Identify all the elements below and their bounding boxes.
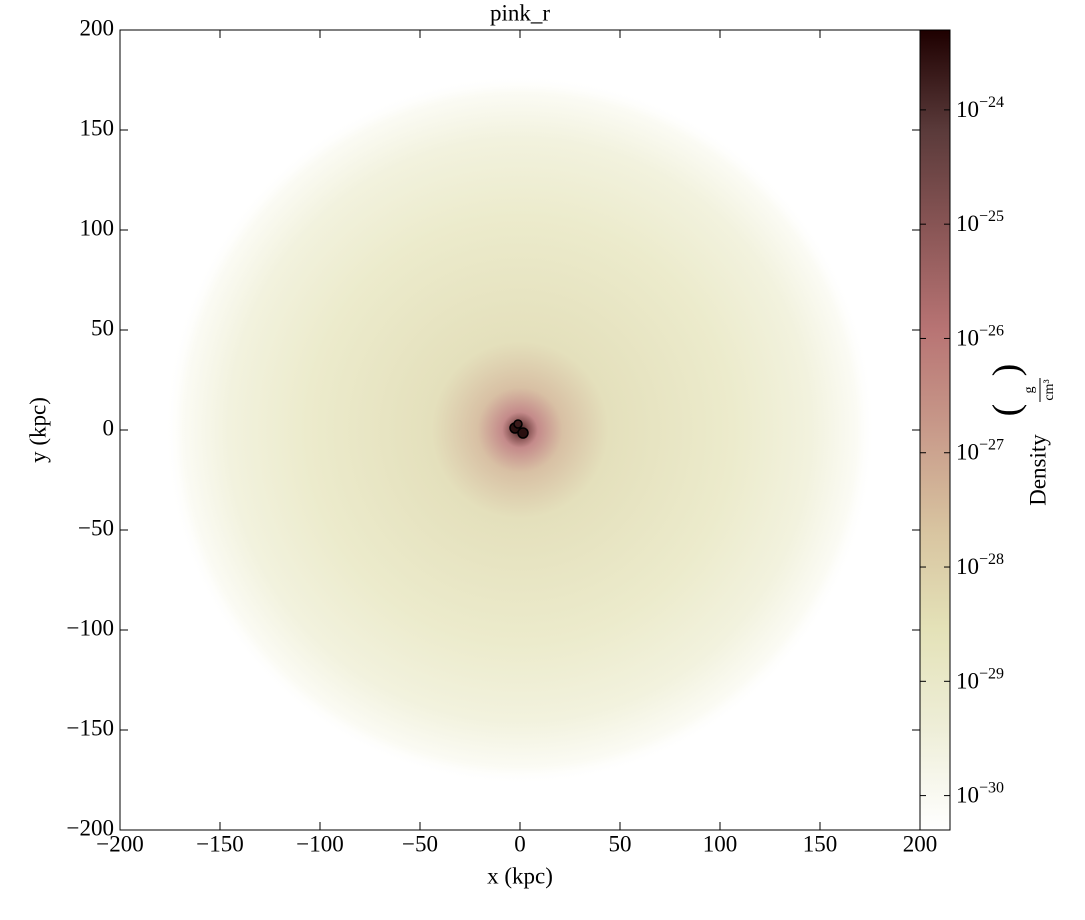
y-tick-label: 100 xyxy=(80,215,115,240)
tick-base: 10 xyxy=(956,440,979,465)
colorbar-tick-label: 10−25 xyxy=(956,208,1004,237)
chart-title: pink_r xyxy=(490,0,550,25)
unit-numerator: g xyxy=(1022,387,1037,394)
x-tick-label: 0 xyxy=(514,831,526,856)
colorbar-label-group: Density ( ) g cm³ xyxy=(986,364,1058,506)
unit-denominator: cm³ xyxy=(1042,379,1057,400)
y-tick-label: 200 xyxy=(80,15,115,40)
tick-exponent: −24 xyxy=(979,94,1004,111)
x-tick-label: 100 xyxy=(703,831,738,856)
x-axis-label: x (kpc) xyxy=(487,863,553,888)
colorbar-tick-label: 10−28 xyxy=(956,551,1004,580)
tick-base: 10 xyxy=(956,211,979,236)
tick-base: 10 xyxy=(956,326,979,351)
y-tick-label: −150 xyxy=(67,715,114,740)
colorbar-tick-label: 10−24 xyxy=(956,94,1004,123)
x-tick-label: −150 xyxy=(196,831,243,856)
x-tick-label: −100 xyxy=(296,831,343,856)
y-tick-label: 50 xyxy=(91,315,114,340)
x-tick-label: 150 xyxy=(803,831,838,856)
tick-base: 10 xyxy=(956,554,979,579)
colorbar xyxy=(919,29,951,831)
y-tick-label: −100 xyxy=(67,615,114,640)
tick-exponent: −30 xyxy=(979,779,1004,796)
core xyxy=(509,419,529,439)
y-tick-label: 150 xyxy=(80,115,115,140)
x-tick-label: 200 xyxy=(903,831,938,856)
tick-exponent: −25 xyxy=(979,208,1004,225)
colorbar-tick-label: 10−26 xyxy=(956,322,1004,351)
y-axis-label: y (kpc) xyxy=(25,397,50,463)
x-tick-label: −50 xyxy=(402,831,438,856)
paren: ( xyxy=(986,404,1028,417)
colorbar-tick-label: 10−27 xyxy=(956,436,1004,465)
colorbar-label: Density xyxy=(1025,434,1050,506)
colorbar-tick-label: 10−30 xyxy=(956,779,1004,808)
tick-base: 10 xyxy=(956,669,979,694)
tick-exponent: −26 xyxy=(979,322,1004,339)
tick-exponent: −29 xyxy=(979,665,1004,682)
colorbar-tick-label: 10−29 xyxy=(956,665,1004,694)
tick-exponent: −27 xyxy=(979,436,1004,453)
x-tick-label: −200 xyxy=(96,831,143,856)
y-tick-label: 0 xyxy=(103,415,115,440)
y-tick-label: −50 xyxy=(78,515,114,540)
tick-base: 10 xyxy=(956,783,979,808)
tick-exponent: −28 xyxy=(979,551,1004,568)
tick-base: 10 xyxy=(956,97,979,122)
y-tick-label: −200 xyxy=(67,815,114,840)
x-tick-label: 50 xyxy=(609,831,632,856)
paren: ) xyxy=(986,364,1028,377)
